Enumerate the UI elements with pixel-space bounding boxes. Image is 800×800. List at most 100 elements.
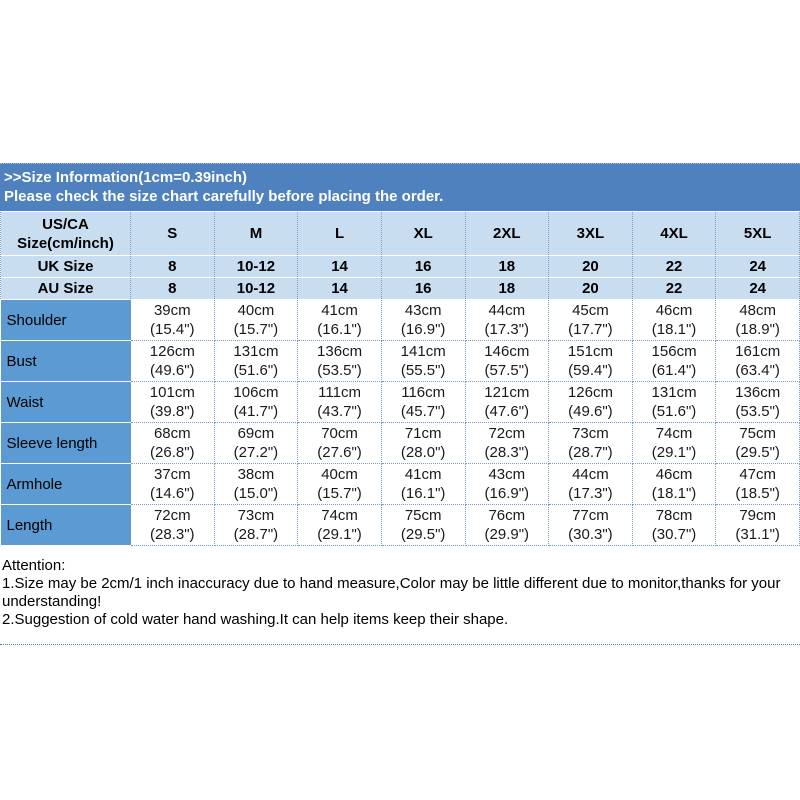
measurement-cell: 141cm (55.5") — [380, 340, 466, 382]
value-inch: (14.6") — [150, 485, 195, 502]
col-header-xl: XL — [380, 211, 466, 256]
top-whitespace — [0, 0, 800, 163]
measurement-cell: 131cm (51.6") — [213, 340, 299, 382]
measurement-cell: 79cm (31.1") — [715, 504, 800, 546]
attention-block: Attention: 1.Size may be 2cm/1 inch inac… — [0, 546, 800, 629]
title-line-1: >>Size Information(1cm=0.39inch) — [4, 169, 247, 186]
value-cm: 72cm — [488, 425, 526, 442]
col-header-s: S — [130, 211, 215, 256]
measurement-cell: 126cm (49.6") — [548, 381, 633, 423]
uk-size-row-value: 16 — [380, 255, 466, 278]
value-inch: (15.4") — [150, 321, 195, 338]
uk-size-row-label: UK Size — [0, 255, 131, 278]
value-cm: 39cm — [153, 302, 191, 319]
value-inch: (28.3") — [484, 444, 530, 461]
au-size-row-value: 18 — [464, 277, 550, 300]
value-inch: (28.7") — [233, 526, 279, 543]
value-inch: (29.1") — [317, 526, 362, 543]
dotted-separator-line — [0, 644, 800, 645]
value-cm: 116cm — [401, 384, 446, 401]
value-inch: (28.0") — [400, 444, 446, 461]
value-cm: 38cm — [237, 466, 275, 483]
uk-size-row-value: 14 — [297, 255, 382, 278]
value-inch: (49.6") — [150, 362, 195, 379]
measurement-cell: 126cm (49.6") — [130, 340, 215, 382]
measurement-cell: 76cm (29.9") — [464, 504, 550, 546]
value-cm: 126cm — [149, 343, 195, 360]
value-inch: (18.1") — [651, 485, 697, 502]
value-cm: 41cm — [404, 466, 442, 483]
measurement-cell: 48cm (18.9") — [715, 299, 800, 341]
measurement-cell: 121cm (47.6") — [464, 381, 550, 423]
value-cm: 73cm — [572, 425, 609, 442]
measurement-row-armhole: Armhole 37cm (14.6") 38cm (15.0") 40cm (15.7")… — [0, 463, 800, 505]
measurement-cell: 74cm (29.1") — [631, 422, 717, 464]
value-cm: 111cm — [318, 384, 361, 401]
measurement-cell: 68cm (26.8") — [130, 422, 215, 464]
value-inch: (16.1") — [400, 485, 446, 502]
row-label-shoulder: Shoulder — [0, 299, 131, 341]
value-inch: (39.8") — [150, 403, 195, 420]
value-inch: (61.4") — [651, 362, 697, 379]
value-cm: 46cm — [655, 466, 693, 483]
measurement-cell: 44cm (17.3") — [464, 299, 550, 341]
value-cm: 71cm — [404, 425, 442, 442]
value-cm: 74cm — [321, 507, 358, 524]
measurement-cell: 136cm (53.5") — [297, 340, 382, 382]
value-inch: (59.4") — [568, 362, 613, 379]
value-inch: (28.7") — [568, 444, 613, 461]
measurement-cell: 151cm (59.4") — [548, 340, 633, 382]
attention-note-2: 2.Suggestion of cold water hand washing.… — [2, 611, 509, 628]
value-inch: (47.6") — [484, 403, 530, 420]
uk-size-row-value: 20 — [548, 255, 633, 278]
title-bar: >>Size Information(1cm=0.39inch) Please … — [0, 163, 800, 211]
measurement-cell: 111cm (43.7") — [297, 381, 382, 423]
measurement-cell: 156cm (61.4") — [631, 340, 717, 382]
measurement-cell: 39cm (15.4") — [130, 299, 215, 341]
measurement-cell: 106cm (41.7") — [213, 381, 299, 423]
value-cm: 131cm — [233, 343, 279, 360]
value-inch: (18.5") — [735, 485, 780, 502]
au-size-row-value: 14 — [297, 277, 382, 300]
measurement-cell: 72cm (28.3") — [130, 504, 215, 546]
corner-line-2: Size(cm/inch) — [17, 234, 114, 252]
measurement-cell: 77cm (30.3") — [548, 504, 633, 546]
value-inch: (29.9") — [484, 526, 530, 543]
col-header-5xl: 5XL — [715, 211, 800, 256]
measurement-cell: 71cm (28.0") — [380, 422, 466, 464]
value-inch: (17.3") — [484, 321, 530, 338]
value-cm: 126cm — [567, 384, 613, 401]
value-cm: 131cm — [651, 384, 697, 401]
value-cm: 37cm — [153, 466, 191, 483]
col-header-4xl: 4XL — [631, 211, 717, 256]
value-cm: 43cm — [488, 466, 526, 483]
value-cm: 78cm — [655, 507, 693, 524]
measurement-cell: 43cm (16.9") — [380, 299, 466, 341]
value-inch: (30.3") — [568, 526, 613, 543]
value-inch: (53.5") — [317, 362, 362, 379]
table-header-row: US/CA Size(cm/inch) S M L XL 2XL 3XL 4XL 5XL — [0, 211, 800, 256]
value-cm: 43cm — [404, 302, 442, 319]
value-inch: (53.5") — [735, 403, 780, 420]
au-size-row-value: 22 — [631, 277, 717, 300]
value-inch: (29.1") — [651, 444, 697, 461]
col-header-l: L — [297, 211, 382, 256]
value-cm: 73cm — [237, 507, 275, 524]
size-table-body: US/CA Size(cm/inch) S M L XL 2XL 3XL 4XL 5XL UK Si… — [0, 211, 800, 546]
value-cm: 79cm — [739, 507, 777, 524]
measurement-cell: 37cm (14.6") — [130, 463, 215, 505]
value-cm: 101cm — [149, 384, 195, 401]
au-size-row: AU Size 8 10-12 14 16 18 20 22 24 — [0, 277, 800, 300]
value-inch: (16.1") — [317, 321, 362, 338]
value-cm: 156cm — [651, 343, 697, 360]
measurement-row-shoulder: Shoulder 39cm (15.4") 40cm (15.7") 41cm (16.1"… — [0, 299, 800, 341]
value-inch: (28.3") — [150, 526, 195, 543]
measurement-cell: 40cm (15.7") — [297, 463, 382, 505]
value-cm: 146cm — [484, 343, 530, 360]
measurement-cell: 38cm (15.0") — [213, 463, 299, 505]
value-cm: 161cm — [735, 343, 781, 360]
value-cm: 136cm — [735, 384, 781, 401]
measurement-cell: 47cm (18.5") — [715, 463, 800, 505]
uk-size-row-value: 24 — [715, 255, 800, 278]
value-inch: (29.5") — [400, 526, 446, 543]
